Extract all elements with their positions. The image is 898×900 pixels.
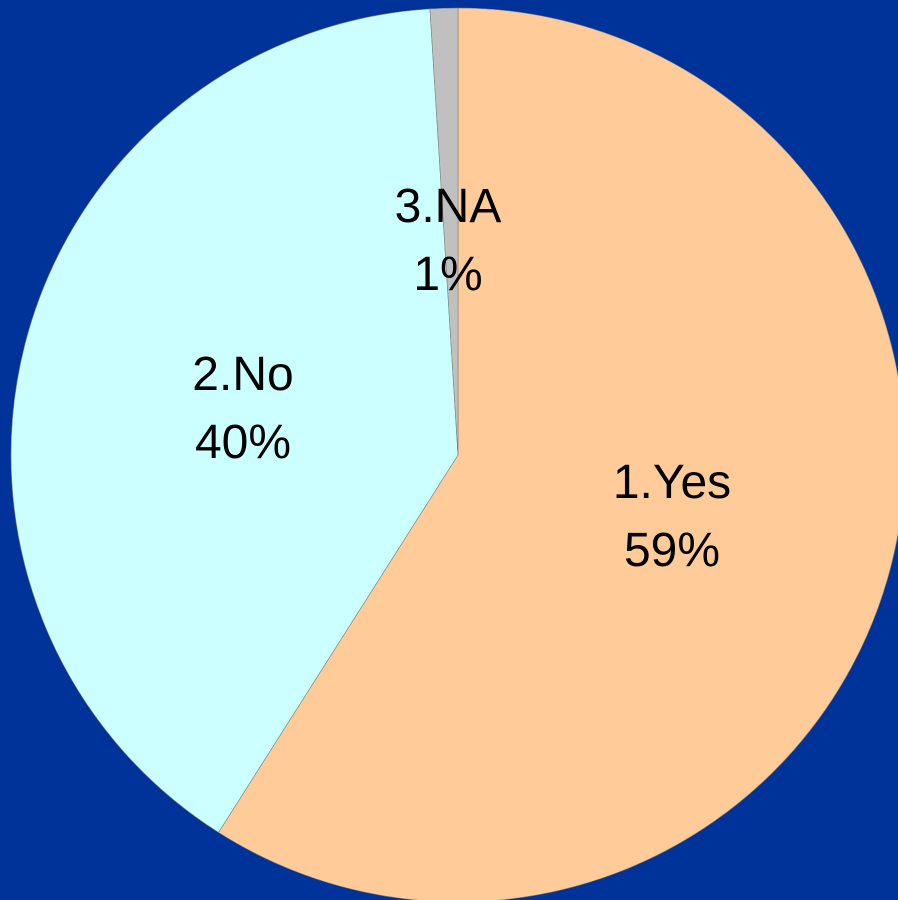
slice-category-label-yes: 1.Yes xyxy=(613,456,731,509)
slice-value-label-yes: 59% xyxy=(624,524,720,577)
pie-slice-no xyxy=(10,8,459,833)
slice-category-label-na: 3.NA xyxy=(395,180,502,233)
pie-slices xyxy=(10,7,898,900)
pie-labels: 1.Yes 59% 2.No 40% 3.NA 1% xyxy=(192,180,731,577)
pie-slice-na xyxy=(429,7,459,456)
slice-value-label-no: 40% xyxy=(195,416,291,469)
slice-category-label-no: 2.No xyxy=(192,348,293,401)
slice-value-label-na: 1% xyxy=(413,248,482,301)
pie-slice-yes xyxy=(218,7,898,900)
